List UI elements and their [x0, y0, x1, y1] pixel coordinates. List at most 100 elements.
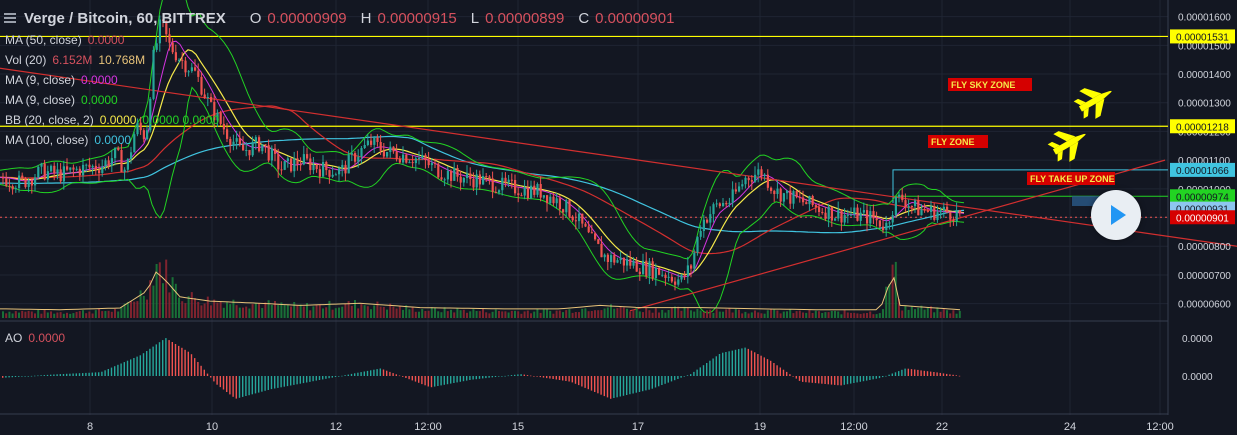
ao-bar	[226, 376, 228, 392]
volume-bar	[626, 308, 628, 318]
volume-bar	[178, 297, 180, 318]
ao-bar	[811, 376, 813, 383]
candle-body	[59, 169, 62, 182]
ao-bar	[942, 373, 945, 376]
volume-bar	[706, 310, 708, 318]
indicator-volume[interactable]: Vol (20) 6.152M 10.768M	[5, 53, 145, 67]
candle-body	[926, 210, 929, 212]
indicator-ma9-a[interactable]: MA (9, close) 0.0000	[5, 73, 118, 87]
candle-body	[149, 98, 152, 131]
candle-body	[699, 231, 702, 237]
candle-body	[875, 218, 878, 221]
volume-bar	[603, 308, 606, 318]
candle-body	[139, 122, 142, 131]
candle-body	[562, 209, 565, 213]
candle-body	[590, 232, 593, 234]
volume-bar	[283, 305, 286, 318]
candle-body	[178, 59, 181, 61]
candle-body	[648, 261, 651, 276]
volume-bar	[504, 311, 507, 318]
volume-bar	[926, 307, 929, 318]
volume-bar	[123, 303, 126, 318]
candle-body	[683, 274, 686, 277]
candle-body	[706, 219, 709, 223]
volume-bar	[555, 310, 558, 318]
volume-bar	[754, 310, 756, 318]
volume-bar	[824, 312, 827, 318]
candle-body	[523, 187, 526, 196]
ao-bar	[328, 376, 330, 379]
ao-bar	[5, 376, 7, 378]
ao-bar	[88, 372, 90, 376]
ao-bar	[744, 347, 746, 376]
high-value: 0.00000915	[377, 9, 457, 27]
ao-bar	[552, 376, 554, 379]
volume-bar	[939, 311, 942, 318]
indicator-bb[interactable]: BB (20, close, 2) 0.0000 0.0000 0.0000	[5, 113, 219, 127]
volume-bar	[494, 309, 497, 318]
indicator-ma100[interactable]: MA (100, close) 0.0000	[5, 133, 131, 147]
ao-bar	[219, 376, 221, 388]
ao-bar	[651, 376, 653, 389]
indicator-ao[interactable]: AO 0.0000	[5, 331, 65, 345]
low-value: 0.00000899	[485, 9, 565, 27]
volume-bar	[66, 312, 68, 318]
volume-bar	[597, 310, 600, 318]
ao-bar	[139, 355, 141, 376]
ao-bar	[30, 375, 33, 377]
volume-bar	[917, 307, 920, 318]
candle-body	[238, 138, 241, 145]
volume-bar	[11, 313, 14, 318]
volume-bar	[56, 312, 59, 318]
ao-bar	[731, 350, 733, 376]
candle-body	[472, 179, 475, 188]
ao-bar	[270, 376, 273, 390]
volume-bar	[130, 301, 132, 318]
volume-bar	[120, 307, 123, 318]
ao-bar	[939, 372, 941, 376]
candle-body	[600, 243, 603, 258]
ao-bar	[574, 376, 577, 384]
volume-bar	[549, 310, 552, 318]
volume-bar	[482, 308, 484, 318]
candle-body	[645, 260, 648, 277]
candle-body	[171, 42, 174, 53]
ao-bar	[690, 374, 692, 376]
ao-bar	[14, 376, 17, 377]
ao-bar	[635, 376, 637, 393]
play-button[interactable]	[1091, 190, 1141, 240]
ao-bar	[24, 376, 26, 377]
ao-bar	[21, 376, 23, 377]
ao-bar	[181, 347, 183, 376]
candle-body	[843, 215, 846, 223]
ao-bar	[760, 355, 762, 376]
candle-body	[290, 158, 293, 172]
candle-body	[34, 177, 37, 186]
volume-bar	[766, 310, 769, 318]
price-tick-label: 0.00000600	[1178, 300, 1231, 311]
ao-bar	[594, 376, 596, 392]
volume-bar	[43, 310, 46, 318]
ao-bar	[357, 372, 359, 376]
menu-icon[interactable]	[4, 13, 16, 23]
ao-bar	[558, 376, 561, 380]
indicator-name: MA (100, close)	[5, 133, 89, 147]
candle-body	[286, 158, 289, 162]
ao-bar	[866, 376, 868, 381]
candle-body	[686, 265, 689, 277]
ao-bar	[414, 376, 417, 382]
ao-bar	[408, 376, 410, 380]
ao-bar	[600, 376, 602, 395]
volume-bar	[299, 304, 302, 318]
indicator-ma50[interactable]: MA (50, close) 0.0000	[5, 33, 124, 47]
ao-bar	[738, 349, 740, 376]
volume-bar	[267, 300, 270, 318]
candle-body	[30, 180, 33, 186]
ao-bar	[34, 375, 36, 377]
candle-body	[923, 209, 926, 211]
candle-body	[610, 255, 613, 262]
indicator-ma9-b[interactable]: MA (9, close) 0.0000	[5, 93, 118, 107]
ao-bar	[334, 376, 337, 377]
candle-body	[811, 196, 814, 206]
